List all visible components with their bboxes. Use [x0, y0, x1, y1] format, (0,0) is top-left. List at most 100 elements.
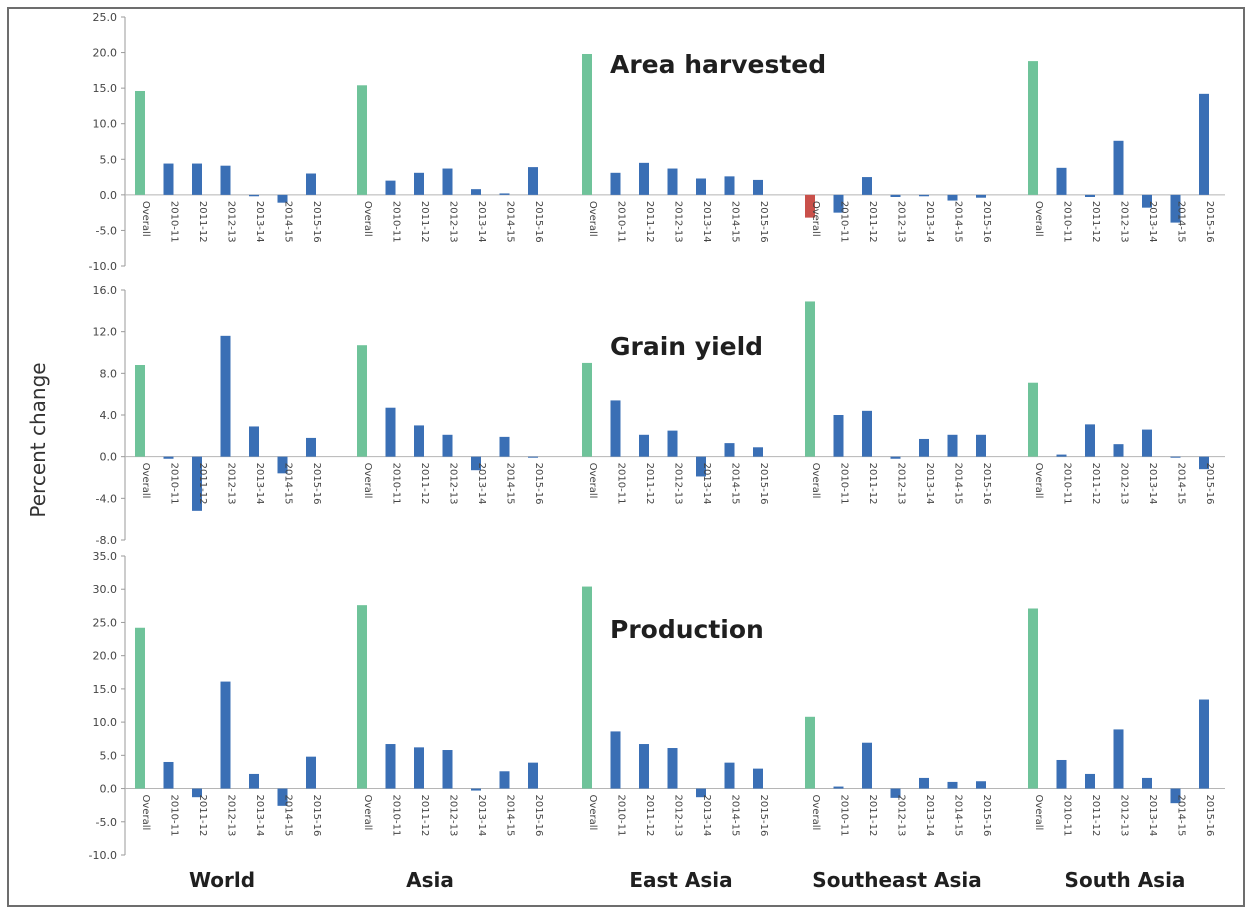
- x-tick-label: 2011-12: [197, 795, 208, 837]
- bar: [862, 742, 872, 789]
- plots: 25.0 20.0 15.0 10.0 5.0 0.0 -5.0 -10.0 Area harv…: [89, 11, 1225, 862]
- x-tick-label: 2015-16: [1204, 201, 1215, 243]
- bar: [471, 456, 481, 471]
- y-tick-label: 20.0: [93, 650, 118, 663]
- x-tick-label: 2012-13: [1119, 201, 1130, 243]
- bar: [1085, 773, 1095, 789]
- x-tick-label: 2014-15: [730, 795, 741, 837]
- bar: [385, 407, 396, 457]
- x-tick-label: 2015-16: [1204, 795, 1215, 837]
- bar: [277, 788, 288, 806]
- region-label: South Asia: [1065, 868, 1186, 892]
- bar: [833, 415, 844, 457]
- bar: [1113, 140, 1124, 195]
- bar: [919, 438, 929, 457]
- x-tick-label: 2011-12: [1090, 795, 1101, 837]
- bar: [724, 443, 735, 457]
- bar: [385, 180, 396, 195]
- y-tick-label: -10.0: [89, 260, 117, 273]
- x-tick-label: 2015-16: [533, 795, 544, 837]
- x-tick-label: 2013-14: [476, 463, 487, 505]
- figure-frame: [7, 7, 1245, 907]
- bar: [1199, 699, 1209, 789]
- x-tick-label: 2014-15: [1176, 201, 1187, 243]
- x-tick-label: 2014-15: [730, 463, 741, 505]
- bar: [163, 456, 174, 459]
- x-tick-label: 2012-13: [896, 463, 907, 505]
- x-tick-label: 2010-11: [169, 201, 180, 243]
- x-tick-label: 2010-11: [616, 201, 627, 243]
- bar: [753, 768, 763, 789]
- bar: [163, 163, 174, 195]
- panel-1: 25.0 20.0 15.0 10.0 5.0 0.0 -5.0 -10.0 Area harv…: [89, 11, 1225, 273]
- y-tick-label: 20.0: [93, 47, 118, 60]
- bar: [610, 731, 621, 789]
- x-tick-label: 2011-12: [644, 463, 655, 505]
- bar: [442, 750, 453, 789]
- x-tick-label: 2015-16: [981, 201, 992, 243]
- x-tick-label: 2011-12: [867, 795, 878, 837]
- x-tick-label: 2014-15: [505, 795, 516, 837]
- bar: [1170, 194, 1181, 223]
- bar: [610, 400, 621, 457]
- x-tick-label: Overall: [140, 201, 151, 237]
- x-tick-label: 2011-12: [644, 795, 655, 837]
- y-tick-label: 30.0: [93, 583, 118, 596]
- x-tick-label: 2015-16: [533, 201, 544, 243]
- y-tick-label: 5.0: [100, 153, 118, 166]
- bar: [135, 365, 145, 457]
- x-tick-label: Overall: [810, 201, 821, 237]
- x-tick-label: 2013-14: [701, 463, 712, 505]
- bar: [639, 162, 649, 195]
- bar: [1028, 608, 1038, 789]
- bar: [277, 194, 288, 203]
- y-axis-label: Percent change: [26, 362, 50, 517]
- x-tick-label: 2012-13: [226, 463, 237, 505]
- bar: [357, 605, 367, 789]
- x-tick-label: 2010-11: [1062, 201, 1073, 243]
- bar: [306, 173, 316, 195]
- bar: [833, 194, 844, 213]
- bar: [442, 434, 453, 457]
- bar: [1056, 167, 1067, 195]
- bar: [1113, 444, 1124, 457]
- x-tick-label: 2013-14: [924, 463, 935, 505]
- y-tick-label: 10.0: [93, 716, 118, 729]
- y-tick-label: 25.0: [93, 11, 118, 24]
- bar: [724, 176, 735, 195]
- x-tick-label: 2010-11: [169, 463, 180, 505]
- bar: [1142, 777, 1152, 789]
- bar: [639, 744, 649, 789]
- x-tick-label: 2013-14: [1147, 795, 1158, 837]
- y-tick-label: 0.0: [100, 189, 118, 202]
- bar: [890, 788, 901, 798]
- x-tick-label: 2012-13: [448, 795, 459, 837]
- bar: [220, 335, 231, 457]
- bar: [1199, 93, 1209, 195]
- x-tick-label: 2014-15: [730, 201, 741, 243]
- x-tick-label: 2011-12: [419, 201, 430, 243]
- x-tick-label: 2015-16: [1204, 463, 1215, 505]
- y-tick-label: -5.0: [96, 224, 117, 237]
- panel-title: Production: [610, 615, 764, 644]
- bar: [1142, 194, 1152, 208]
- bar: [385, 744, 396, 789]
- x-tick-label: 2011-12: [867, 463, 878, 505]
- x-tick-label: Overall: [587, 795, 598, 831]
- x-tick-label: 2015-16: [311, 795, 322, 837]
- bar: [192, 788, 202, 798]
- panel-2: 16.0 12.0 8.0 4.0 0.0 -4.0 -8.0 Grain yield Over…: [93, 284, 1225, 547]
- x-tick-label: 2015-16: [758, 795, 769, 837]
- y-tick-label: 4.0: [100, 409, 118, 422]
- bar: [696, 788, 706, 798]
- bar: [890, 194, 901, 197]
- x-tick-label: 2014-15: [283, 795, 294, 837]
- bar: [499, 771, 510, 789]
- y-tick-label: 35.0: [93, 550, 118, 563]
- bar: [862, 410, 872, 457]
- x-tick-label: 2012-13: [1119, 463, 1130, 505]
- bar: [357, 345, 367, 457]
- x-tick-label: 2014-15: [953, 201, 964, 243]
- x-tick-label: 2013-14: [476, 201, 487, 243]
- bar: [667, 430, 678, 457]
